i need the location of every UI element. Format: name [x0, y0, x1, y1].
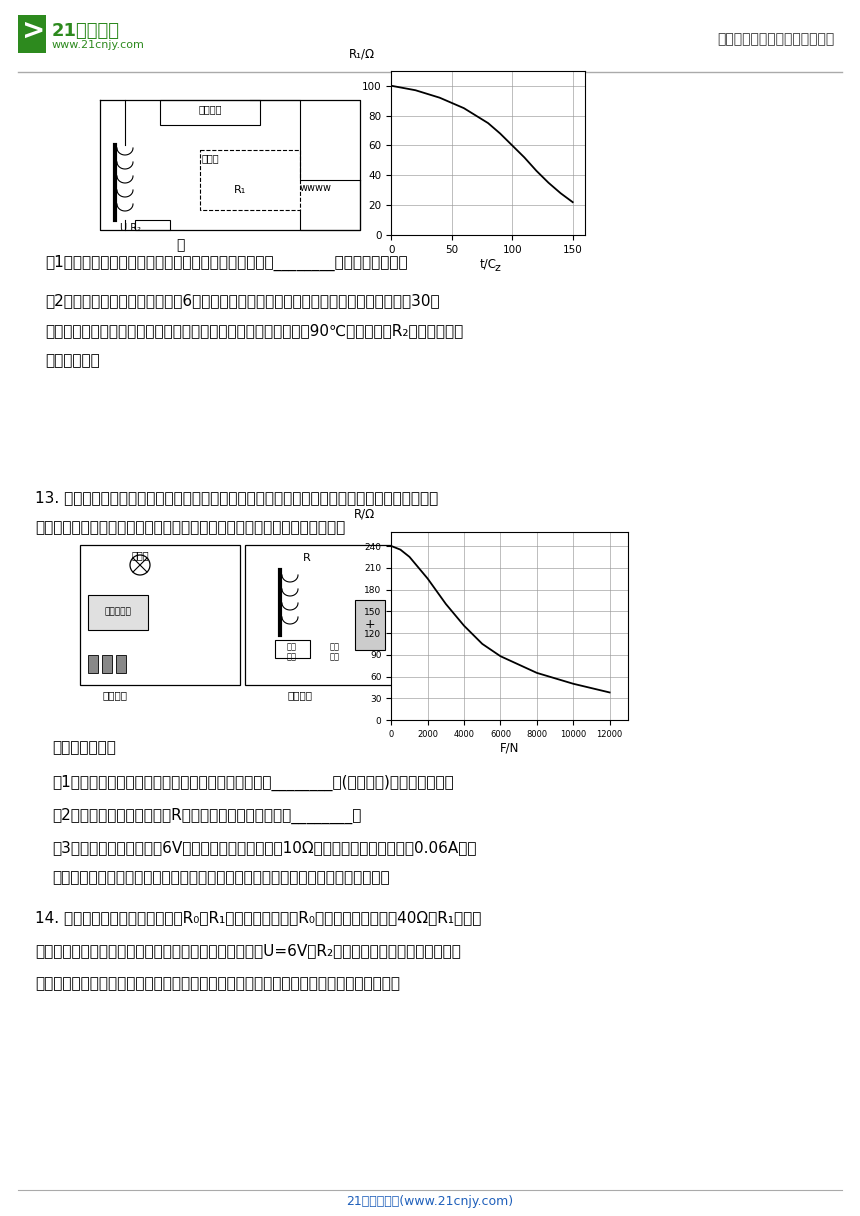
Text: 安时，电磁继电器的衔铁能被吸合。在实验中恒温箱的设定温度是90℃，则变阻器R₂按入电路的阻: 安时，电磁继电器的衔铁能被吸合。在实验中恒温箱的设定温度是90℃，则变阻器R₂按…	[45, 323, 464, 338]
X-axis label: t/C: t/C	[480, 258, 496, 270]
Bar	[102, 655, 112, 672]
Text: 电阻，其电阻值随温度的变化关系如图乙。控制电路中，U=6V，R₂为滑动变阻器。当恒温箱内的温: 电阻，其电阻值随温度的变化关系如图乙。控制电路中，U=6V，R₂为滑动变阻器。当…	[35, 942, 461, 958]
Text: R₁: R₁	[234, 185, 246, 195]
Text: wwww: wwww	[300, 182, 332, 193]
Bar	[355, 599, 385, 651]
Text: 衔铁被吸引。通过计算说明，只有质量超过多少千克的车辆违规时才会被拍照记录。: 衔铁被吸引。通过计算说明，只有质量超过多少千克的车辆违规时才会被拍照记录。	[52, 869, 390, 885]
Text: 恒温箱: 恒温箱	[202, 153, 219, 163]
Bar	[18, 15, 46, 54]
Text: （3）已知控制电路电压为6V，电磁继电器线圈电阻为10Ω，当控制电路中电流大于0.06A时，: （3）已知控制电路电压为6V，电磁继电器线圈电阻为10Ω，当控制电路中电流大于0…	[52, 840, 476, 855]
Text: 回答下列问题：: 回答下列问题：	[52, 741, 116, 755]
Bar	[88, 655, 98, 672]
Text: 中小学教育资源及组卷应用平台: 中小学教育资源及组卷应用平台	[718, 32, 835, 46]
Text: +: +	[365, 619, 375, 631]
Text: （2）电磁继电器中的电源电压为6伏，其线圈的电阻可不计，通过实验测得当电流不低于30毫: （2）电磁继电器中的电源电压为6伏，其线圈的电阻可不计，通过实验测得当电流不低于…	[45, 293, 439, 308]
Bar	[160, 100, 260, 125]
Text: 度达到一定值时，加热电路会自动断开，当箱内温度略低时，加热电路自动闭合进行加热。: 度达到一定值时，加热电路会自动断开，当箱内温度略低时，加热电路自动闭合进行加热。	[35, 976, 400, 991]
X-axis label: F/N: F/N	[500, 742, 519, 754]
Text: 指示灯: 指示灯	[132, 550, 149, 561]
Bar	[80, 545, 240, 685]
Text: 记录机动车辆闯红灯时的情景，其中压敏电阻阻值与压力的关系如右图所示。: 记录机动车辆闯红灯时的情景，其中压敏电阻阻值与压力的关系如右图所示。	[35, 520, 345, 535]
Text: 14. 如图甲为恒温箱的简化电路，R₀、R₁设置在恒温箱内，R₀为加热电阻，阻值为40Ω。R₁为热敏: 14. 如图甲为恒温箱的简化电路，R₀、R₁设置在恒温箱内，R₀为加热电阻，阻值…	[35, 910, 482, 925]
Text: z: z	[494, 263, 501, 274]
Text: www.21cnjy.com: www.21cnjy.com	[52, 40, 144, 50]
Text: 21世纪教育网(www.21cnjy.com): 21世纪教育网(www.21cnjy.com)	[347, 1195, 513, 1207]
Bar	[116, 655, 126, 672]
Bar	[245, 545, 410, 685]
Text: U R₂: U R₂	[120, 223, 141, 233]
Text: 交流电源: 交流电源	[199, 105, 222, 114]
Text: R: R	[303, 553, 310, 563]
Circle shape	[130, 554, 150, 575]
Text: 21世纪教育: 21世纪教育	[52, 22, 120, 40]
Text: 光控
开关: 光控 开关	[330, 642, 340, 662]
Text: （1）当恒温箱内温度高于设定温度时，电磁铁的磁性较________，触点开关断开。: （1）当恒温箱内温度高于设定温度时，电磁铁的磁性较________，触点开关断开…	[45, 255, 408, 271]
Text: R₁/Ω: R₁/Ω	[349, 47, 375, 61]
Text: 13. 小明同学设计了一种闯红灯违规证据模拟记录器，其电路图如左图所示，该仪器可以拍摄照片: 13. 小明同学设计了一种闯红灯违规证据模拟记录器，其电路图如左图所示，该仪器可…	[35, 490, 439, 505]
Text: （2）由图乙可知，压敏电阻R的阻值随受到压力的增大而________。: （2）由图乙可知，压敏电阻R的阻值随受到压力的增大而________。	[52, 807, 361, 824]
Text: R/Ω: R/Ω	[353, 507, 375, 520]
Bar	[275, 640, 310, 658]
Text: 压敏
电阻: 压敏 电阻	[287, 642, 297, 662]
Text: >: >	[22, 17, 46, 45]
Text: 电控照相机: 电控照相机	[105, 607, 132, 617]
Bar	[88, 595, 148, 630]
Text: 控制电路: 控制电路	[287, 689, 312, 700]
Text: 甲: 甲	[175, 238, 184, 252]
Bar	[135, 220, 170, 230]
Bar	[200, 150, 300, 210]
Text: 工作电路: 工作电路	[102, 689, 127, 700]
Text: （1）要记录违规闯红灯的情景，光控开关应在接收到________光(填红或绿)时，自动闭合。: （1）要记录违规闯红灯的情景，光控开关应在接收到________光(填红或绿)时…	[52, 775, 454, 792]
Text: 值为多少欧？: 值为多少欧？	[45, 353, 100, 368]
